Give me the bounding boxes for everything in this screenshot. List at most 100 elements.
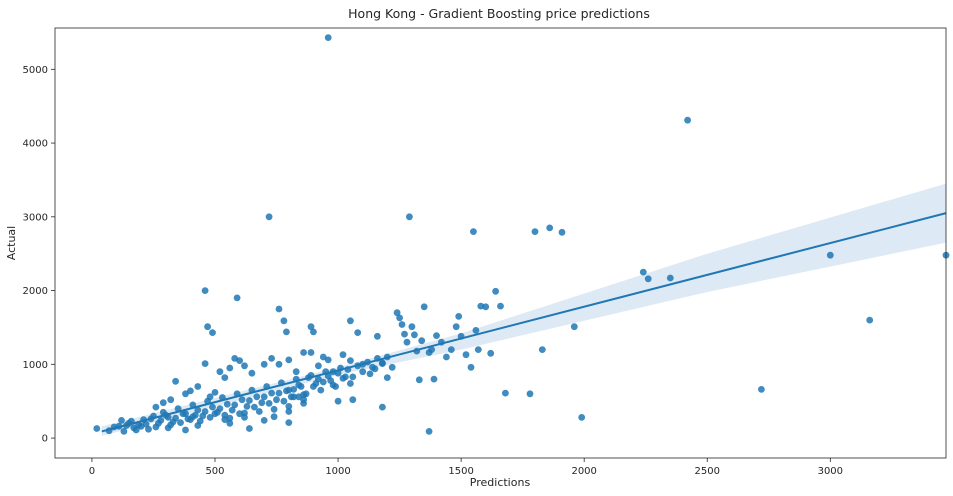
data-point [204,323,212,331]
data-point [324,34,332,41]
data-point [182,426,189,434]
data-point [315,362,322,370]
data-point [182,410,189,418]
data-point [339,374,347,382]
data-point [248,369,256,377]
data-point [526,390,534,398]
data-point [379,403,386,411]
data-point [425,428,433,435]
data-point [324,356,332,364]
data-point [578,414,586,421]
data-point [300,391,307,398]
data-point [455,313,463,320]
data-point [467,363,475,371]
x-tick-label: 2500 [695,466,720,477]
data-point [258,399,266,407]
data-point [570,323,578,331]
x-axis: 0 500 1000 1500 2000 2500 3000 [89,458,843,477]
data-point [826,251,834,259]
data-point [531,228,539,236]
data-point [209,329,216,336]
data-point [241,362,248,370]
data-point [255,408,263,415]
x-tick-label: 0 [89,466,95,477]
data-point [221,416,229,423]
data-point [201,287,209,294]
data-point [206,414,214,421]
data-point [347,317,354,325]
data-point [118,417,125,424]
data-point [93,425,101,432]
confidence-band [101,183,947,436]
data-point [194,383,202,390]
data-point [270,413,278,421]
data-point [167,396,175,404]
data-point [226,364,234,372]
data-point [194,422,202,429]
data-point [366,370,374,378]
data-point [236,357,244,364]
data-point [319,378,327,386]
data-point [132,426,140,434]
data-point [347,380,354,387]
data-point [354,329,362,336]
data-point [310,328,317,336]
data-point [285,356,293,364]
data-point [152,423,160,431]
data-point [194,406,202,414]
data-point [233,294,241,302]
data-point [474,346,482,353]
data-point [275,360,283,368]
data-point [268,355,275,362]
data-point [280,397,288,405]
x-axis-title: Predictions [470,476,531,489]
data-point [329,381,337,389]
data-point [270,405,278,413]
x-tick-label: 1500 [448,466,473,477]
data-point [228,406,236,414]
data-point [209,403,216,411]
data-point [401,330,408,338]
data-point [164,424,172,432]
data-point [324,372,332,380]
data-point [152,403,160,411]
data-point [379,360,386,367]
data-point [189,413,197,421]
data-point [558,228,566,236]
data-point [253,393,261,401]
data-point [396,314,403,322]
data-point [866,316,874,324]
regression-line-layer [101,212,947,433]
plot-frame [54,27,947,459]
data-point [285,386,293,394]
data-point [211,389,219,396]
data-point [260,393,268,401]
data-point [497,302,504,310]
data-point [666,274,674,282]
data-point [538,346,546,353]
data-point [492,287,499,295]
data-point [201,408,209,415]
data-point [347,357,354,364]
data-point [260,417,268,424]
data-point [231,401,239,409]
data-point [415,376,423,384]
data-point [177,419,184,426]
data-point [388,363,396,371]
y-axis-title: Actual [5,226,18,260]
data-point [452,323,460,331]
y-tick-label: 4000 [23,139,48,150]
data-point [290,393,298,401]
data-point [251,403,258,411]
data-point [285,408,293,415]
data-point [369,363,376,371]
data-point [243,403,251,410]
data-point [159,399,167,407]
data-point [433,332,440,339]
data-point [462,351,470,359]
y-axis: 0 1000 2000 3000 4000 5000 [23,65,55,445]
data-point [273,396,280,404]
data-point [226,419,234,427]
data-point [260,360,268,368]
